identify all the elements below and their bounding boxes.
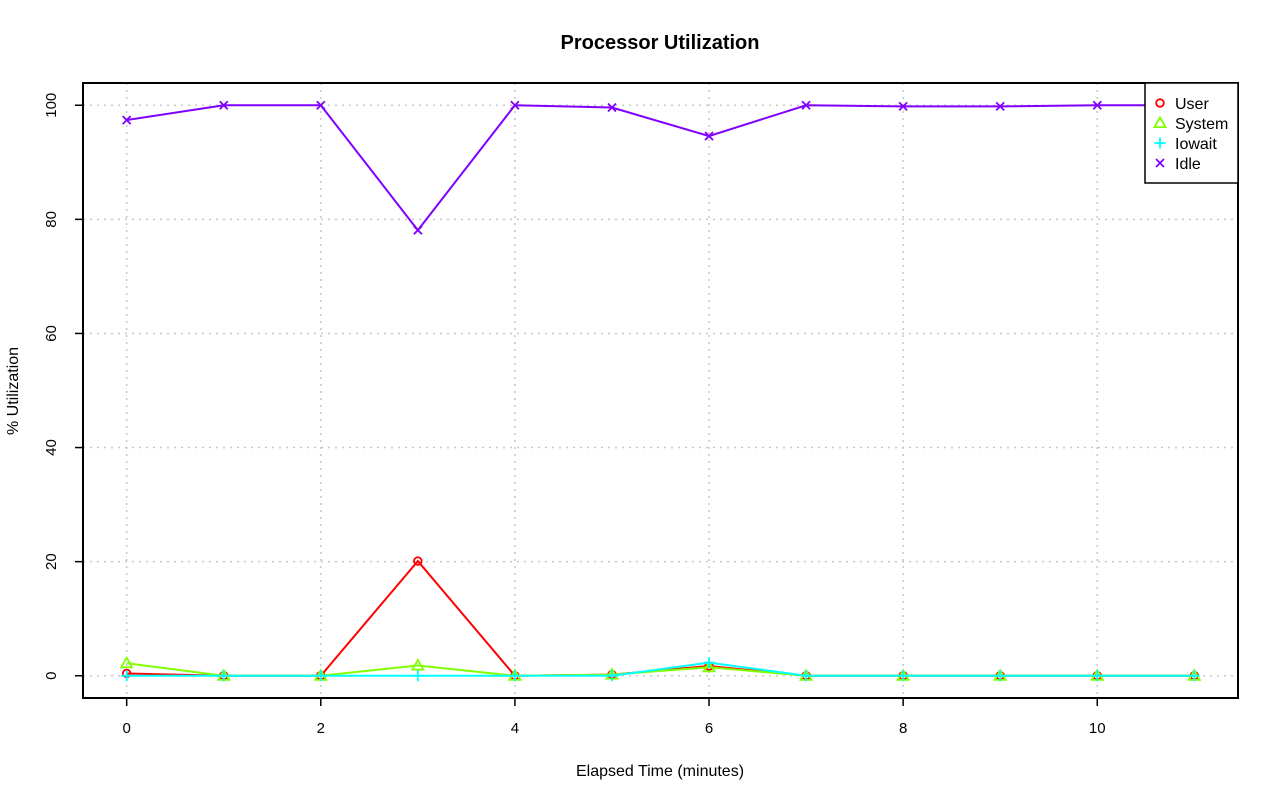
y-tick-label: 0 <box>43 672 60 680</box>
chart-title: Processor Utilization <box>561 32 760 54</box>
series-line-iowait <box>126 661 1195 677</box>
x-tick-label: 2 <box>317 720 325 737</box>
point-user <box>413 556 423 566</box>
legend: User System Iowait Idle <box>1144 82 1239 184</box>
point-iowait <box>121 670 133 682</box>
point-system <box>410 658 425 671</box>
series-iowait <box>121 657 1200 682</box>
grid <box>83 83 1238 698</box>
series-user <box>121 556 1200 681</box>
point-idle <box>995 101 1005 112</box>
point-idle <box>316 100 326 110</box>
x-tick-label: 8 <box>899 720 907 737</box>
y-tick-label: 80 <box>43 211 60 228</box>
point-idle <box>413 225 423 235</box>
point-iowait <box>897 670 909 682</box>
point-iowait <box>509 670 521 682</box>
legend-marker-idle <box>1155 158 1165 168</box>
series-idle <box>122 100 1199 235</box>
y-tick-label: 40 <box>43 439 60 456</box>
y-tick-label: 20 <box>43 553 60 570</box>
point-iowait <box>800 670 812 682</box>
y-axis-label: % Utilization <box>5 347 22 435</box>
point-iowait <box>315 670 327 682</box>
y-tick-label: 100 <box>43 93 60 118</box>
legend-label-user: User <box>1175 96 1209 113</box>
series-line-user <box>126 559 1195 677</box>
point-idle <box>898 101 908 112</box>
point-idle <box>122 115 132 125</box>
legend-label-iowait: Iowait <box>1175 136 1217 153</box>
point-idle <box>219 100 229 110</box>
legend-marker-iowait <box>1154 137 1166 149</box>
point-iowait <box>412 670 424 682</box>
y-tick-label: 60 <box>43 325 60 342</box>
point-iowait <box>703 657 715 669</box>
series-line-idle <box>126 104 1195 232</box>
point-iowait <box>1091 670 1103 682</box>
legend-marker-system <box>1152 115 1168 129</box>
point-idle <box>607 102 617 113</box>
point-iowait <box>994 670 1006 682</box>
plot-frame <box>82 82 1239 699</box>
series-layer <box>119 100 1202 682</box>
point-iowait <box>606 670 618 682</box>
legend-marker-user <box>1155 98 1165 108</box>
point-idle <box>704 131 714 141</box>
legend-label-system: System <box>1175 116 1228 133</box>
x-tick-label: 0 <box>123 720 131 737</box>
x-axis: 0 2 4 6 8 10 <box>123 698 1106 737</box>
y-axis: 0 20 40 60 80 100 <box>43 93 83 680</box>
x-tick-label: 4 <box>511 720 519 737</box>
x-tick-label: 6 <box>705 720 713 737</box>
point-idle <box>801 100 811 110</box>
point-system <box>119 655 134 669</box>
x-axis-label: Elapsed Time (minutes) <box>576 763 744 780</box>
point-idle <box>510 100 520 110</box>
point-idle <box>1092 100 1102 110</box>
point-iowait <box>218 670 230 682</box>
point-system <box>701 659 717 673</box>
legend-label-idle: Idle <box>1175 156 1201 173</box>
x-tick-label: 10 <box>1089 720 1106 737</box>
point-iowait <box>1188 670 1200 682</box>
